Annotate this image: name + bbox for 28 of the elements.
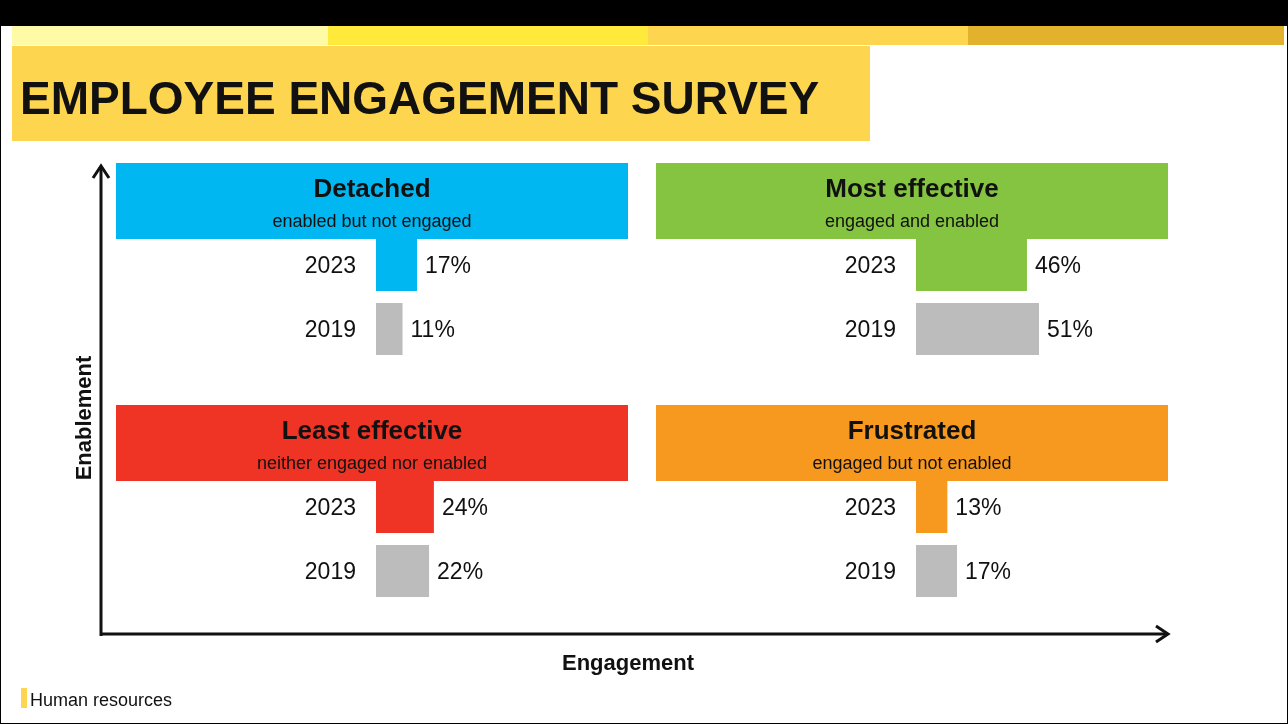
data-label: 17% bbox=[425, 252, 472, 278]
chart-subtitle: neither engaged nor enabled bbox=[256, 453, 488, 473]
y-tick-label: 2019 bbox=[844, 316, 896, 342]
chart-title: Most effective bbox=[825, 173, 999, 203]
data-label: 17% bbox=[965, 558, 1012, 584]
text: EMPLOYEE ENGAGEMENT SURVEY bbox=[20, 72, 820, 124]
chart-title: Frustrated bbox=[847, 415, 977, 445]
chart-subtitle: engaged but not enabled bbox=[812, 453, 1012, 473]
y-tick-label: 2023 bbox=[844, 494, 896, 520]
y-tick-label: 2019 bbox=[304, 558, 356, 584]
y-tick-label: 2023 bbox=[304, 252, 356, 278]
text: Human resources bbox=[30, 690, 173, 710]
y-tick-label: 2019 bbox=[304, 316, 356, 342]
chart-title: Least effective bbox=[281, 415, 463, 445]
data-label: 13% bbox=[955, 494, 1002, 520]
data-label: 11% bbox=[410, 316, 455, 342]
data-label: 24% bbox=[441, 494, 488, 520]
y-tick-label: 2019 bbox=[844, 558, 896, 584]
data-label: 46% bbox=[1034, 252, 1081, 278]
y-tick-label: 2023 bbox=[304, 494, 356, 520]
text: Engagement bbox=[561, 650, 695, 675]
chart-title: Detached bbox=[313, 173, 431, 203]
chart-subtitle: engaged and enabled bbox=[824, 211, 1000, 231]
data-label: 22% bbox=[437, 558, 484, 584]
text: Enablement bbox=[71, 354, 96, 481]
data-label: 51% bbox=[1047, 316, 1094, 342]
chart-subtitle: enabled but not engaged bbox=[272, 211, 472, 231]
y-tick-label: 2023 bbox=[844, 252, 896, 278]
